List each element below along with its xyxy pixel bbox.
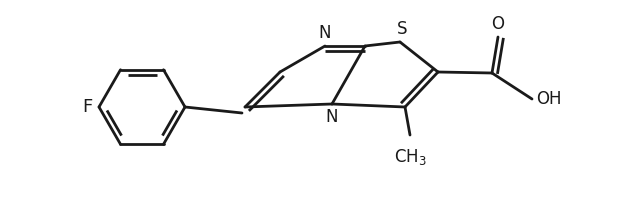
Text: CH$_3$: CH$_3$ <box>394 147 426 167</box>
Text: F: F <box>82 98 92 116</box>
Text: OH: OH <box>536 90 561 108</box>
Text: O: O <box>492 15 504 33</box>
Text: N: N <box>319 24 332 42</box>
Text: N: N <box>326 108 339 126</box>
Text: S: S <box>397 20 407 38</box>
